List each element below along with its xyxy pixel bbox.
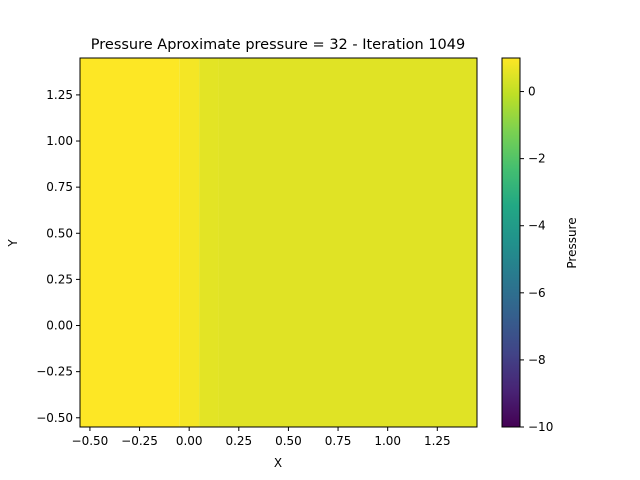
heatmap-cell-3 xyxy=(218,58,477,427)
y-tick-label: 0.75 xyxy=(46,180,73,194)
heatmap-cell-2 xyxy=(199,58,219,427)
x-tick-label: 1.00 xyxy=(374,434,401,448)
x-tick-label: 0.25 xyxy=(225,434,252,448)
x-tick-label: 0.50 xyxy=(275,434,302,448)
x-tick-label: −0.25 xyxy=(121,434,158,448)
x-axis: −0.50 −0.25 0.00 0.25 0.50 0.75 1.00 1.25 xyxy=(72,427,451,448)
y-tick-label: −0.50 xyxy=(36,411,73,425)
plot-frame xyxy=(79,57,478,428)
colorbar-tick-label: −10 xyxy=(528,420,553,434)
y-tick-label: 0.25 xyxy=(46,272,73,286)
y-axis-label: Y xyxy=(6,239,20,248)
colorbar-tick-label: −4 xyxy=(528,219,546,233)
y-axis: −0.50 −0.25 0.00 0.25 0.50 0.75 1.00 1.25 xyxy=(36,88,80,425)
heatmap-cells xyxy=(80,58,477,427)
colorbar-axis: 0 −2 −4 −6 −8 −10 xyxy=(520,85,553,434)
heatmap-cell-1 xyxy=(179,58,200,427)
colorbar-label: Pressure xyxy=(565,217,579,268)
y-tick-label: −0.25 xyxy=(36,365,73,379)
x-tick-label: 0.75 xyxy=(325,434,352,448)
heatmap-cell-0 xyxy=(80,58,180,427)
y-tick-label: 1.00 xyxy=(46,134,73,148)
colorbar-tick-label: −8 xyxy=(528,353,546,367)
colorbar-tick-label: −6 xyxy=(528,286,546,300)
colorbar-tick-label: −2 xyxy=(528,152,546,166)
y-tick-label: 0.00 xyxy=(46,319,73,333)
colorbar-tick-label: 0 xyxy=(528,85,536,99)
x-tick-label: 0.00 xyxy=(176,434,203,448)
colorbar xyxy=(501,57,521,428)
x-tick-label: −0.50 xyxy=(72,434,109,448)
x-tick-label: 1.25 xyxy=(424,434,451,448)
chart-title: Pressure Aproximate pressure = 32 - Iter… xyxy=(91,37,465,53)
x-axis-label: X xyxy=(274,456,282,470)
y-tick-label: 0.50 xyxy=(46,226,73,240)
y-tick-label: 1.25 xyxy=(46,88,73,102)
